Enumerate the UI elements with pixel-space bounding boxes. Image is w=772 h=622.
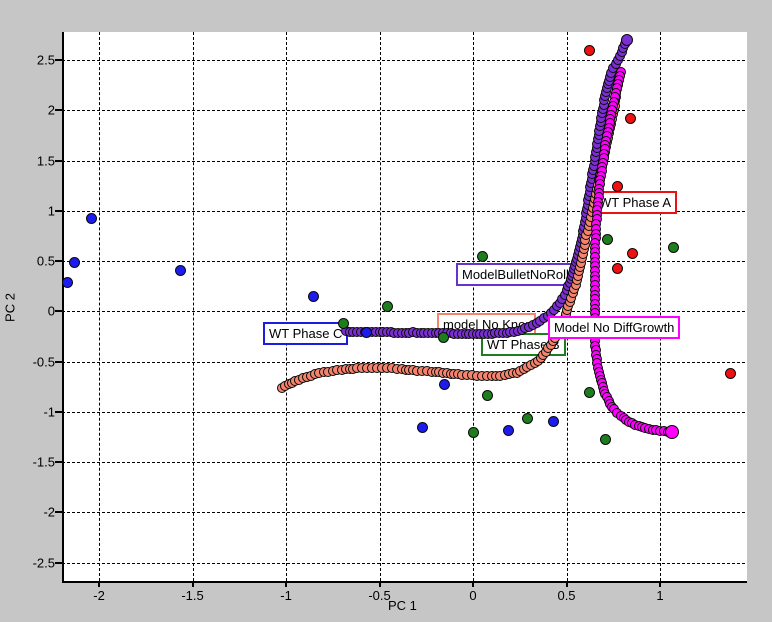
y-tick-label: -1.5: [32, 454, 55, 470]
y-tick-mark: [55, 360, 62, 363]
data-point-dot: [382, 300, 394, 312]
y-tick-mark: [55, 159, 62, 162]
x-gridline: [473, 32, 474, 581]
x-axis-label: PC 1: [388, 598, 417, 613]
data-point-dot: [360, 326, 372, 338]
y-tick-mark: [55, 310, 62, 313]
y-gridline: [62, 59, 745, 61]
data-point-dot: [482, 389, 494, 401]
data-point-dot: [476, 250, 488, 262]
y-gridline: [62, 411, 745, 413]
y-tick-label: -1: [43, 404, 55, 420]
y-tick-mark: [55, 561, 62, 564]
x-gridline: [192, 32, 194, 581]
y-gridline: [62, 562, 745, 564]
y-gridline: [62, 261, 745, 263]
y-gridline: [62, 361, 745, 363]
data-point-dot: [337, 317, 349, 329]
x-gridline: [660, 32, 661, 581]
x-tick-label: -0.5: [368, 588, 391, 603]
y-tick-label: 2.5: [36, 52, 55, 68]
y-tick-mark: [55, 511, 62, 514]
x-tick-label: -2: [93, 588, 105, 603]
x-tick-label: -1.5: [181, 588, 204, 603]
y-tick-mark: [55, 260, 62, 263]
data-point-dot: [503, 425, 515, 437]
x-tick-label: -1: [280, 588, 292, 603]
x-gridline: [99, 32, 101, 581]
y-tick-label: 0.5: [36, 253, 55, 269]
x-tick-label: 1: [656, 588, 664, 603]
plot-area: [62, 32, 747, 583]
y-tick-mark: [55, 109, 62, 112]
y-tick-mark: [55, 58, 62, 61]
y-tick-label: -0.5: [32, 354, 55, 370]
x-tick-mark: [472, 581, 474, 587]
data-point-dot: [417, 422, 429, 434]
y-tick-mark: [55, 410, 62, 413]
data-point-dot: [627, 248, 639, 259]
y-tick-label: 0: [47, 303, 55, 319]
data-point-dot: [86, 213, 98, 225]
y-gridline: [62, 311, 745, 313]
y-gridline: [62, 110, 745, 112]
data-point-dot: [611, 262, 623, 274]
annotation-label: ModelBulletNoRoll: [456, 263, 575, 286]
y-gridline: [62, 160, 745, 162]
y-tick-label: -2.5: [32, 555, 55, 571]
trajectory-dot: [665, 424, 680, 439]
x-tick-mark: [285, 581, 288, 587]
data-point-dot: [174, 264, 186, 276]
y-gridline: [62, 512, 745, 514]
x-gridline: [379, 32, 381, 581]
x-gridline: [286, 32, 288, 581]
data-point-dot: [624, 112, 636, 124]
data-point-dot: [600, 433, 612, 445]
data-point-dot: [584, 45, 596, 57]
data-point-dot: [69, 256, 81, 268]
x-tick-mark: [191, 581, 194, 587]
x-tick-label: 0: [469, 588, 477, 603]
y-tick-mark: [55, 209, 62, 212]
data-point-dot: [437, 331, 449, 343]
y-gridline: [62, 462, 745, 464]
data-point-dot: [667, 242, 679, 254]
annotation-label: WT Phase C: [263, 322, 349, 345]
annotation-label: WT Phase A: [593, 191, 678, 214]
data-point-dot: [547, 416, 559, 428]
data-point-dot: [584, 386, 596, 398]
data-point-dot: [611, 181, 623, 193]
x-tick-mark: [378, 581, 381, 587]
data-point-dot: [602, 234, 614, 246]
x-tick-mark: [565, 581, 568, 587]
annotation-label: Model No DiffGrowth: [548, 316, 681, 339]
y-tick-label: -2: [43, 504, 55, 520]
data-point-dot: [307, 290, 319, 302]
x-tick-label: 0.5: [557, 588, 576, 603]
x-tick-mark: [98, 581, 101, 587]
data-point-dot: [521, 412, 533, 424]
trajectory-dot: [620, 33, 633, 46]
data-point-dot: [439, 379, 451, 391]
data-point-dot: [724, 367, 736, 379]
y-tick-label: 1: [47, 203, 55, 219]
x-tick-mark: [659, 581, 661, 587]
y-gridline: [62, 210, 745, 212]
y-tick-label: 1.5: [36, 153, 55, 168]
y-tick-mark: [55, 461, 62, 464]
data-point-dot: [61, 277, 73, 289]
y-tick-label: 2: [47, 102, 55, 118]
